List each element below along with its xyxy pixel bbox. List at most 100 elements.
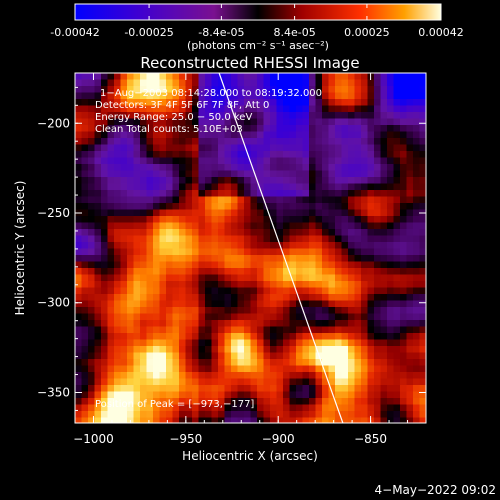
heatmap-pixel (172, 372, 180, 380)
heatmap-pixel (302, 411, 310, 419)
heatmap-pixel (406, 417, 414, 423)
heatmap-pixel (380, 274, 388, 282)
heatmap-pixel (101, 372, 109, 380)
heatmap-pixel (387, 73, 395, 81)
heatmap-pixel (107, 131, 115, 139)
heatmap-pixel (367, 333, 375, 341)
heatmap-pixel (146, 131, 154, 139)
heatmap-pixel (133, 157, 141, 165)
heatmap-pixel (354, 391, 362, 399)
heatmap-pixel (88, 151, 96, 159)
heatmap-pixel (94, 235, 102, 243)
heatmap-pixel (185, 352, 193, 360)
heatmap-pixel (88, 274, 96, 282)
heatmap-pixel (133, 125, 141, 133)
heatmap-pixel (283, 92, 291, 100)
heatmap-pixel (75, 92, 83, 100)
heatmap-pixel (341, 339, 349, 347)
heatmap-pixel (309, 326, 317, 334)
heatmap-pixel (380, 144, 388, 152)
heatmap-pixel (120, 196, 128, 204)
heatmap-pixel (237, 378, 245, 386)
heatmap-pixel (283, 216, 291, 224)
heatmap-pixel (348, 92, 356, 100)
heatmap-pixel (88, 268, 96, 276)
heatmap-pixel (276, 294, 284, 302)
heatmap-pixel (348, 79, 356, 87)
heatmap-pixel (270, 229, 278, 237)
heatmap-pixel (283, 307, 291, 315)
heatmap-pixel (192, 372, 200, 380)
heatmap-pixel (179, 411, 187, 419)
heatmap-pixel (296, 417, 304, 423)
heatmap-pixel (224, 235, 232, 243)
heatmap-pixel (211, 300, 219, 308)
heatmap-pixel (283, 183, 291, 191)
heatmap-pixel (335, 151, 343, 159)
heatmap-pixel (374, 79, 382, 87)
heatmap-pixel (419, 131, 426, 139)
heatmap-pixel (211, 229, 219, 237)
heatmap-pixel (159, 105, 167, 113)
heatmap-pixel (413, 190, 421, 198)
heatmap-pixel (354, 339, 362, 347)
heatmap-pixel (231, 222, 239, 230)
heatmap-pixel (75, 287, 83, 295)
heatmap-pixel (361, 196, 369, 204)
heatmap-pixel (237, 294, 245, 302)
heatmap-pixel (133, 177, 141, 185)
heatmap-pixel (413, 73, 421, 81)
heatmap-pixel (322, 151, 330, 159)
heatmap-pixel (341, 268, 349, 276)
heatmap-pixel (185, 411, 193, 419)
heatmap-pixel (231, 229, 239, 237)
heatmap-pixel (270, 313, 278, 321)
heatmap-pixel (211, 261, 219, 269)
heatmap-pixel (419, 346, 426, 354)
heatmap-pixel (276, 235, 284, 243)
heatmap-pixel (192, 352, 200, 360)
heatmap-pixel (296, 300, 304, 308)
heatmap-pixel (335, 118, 343, 126)
heatmap-pixel (101, 92, 109, 100)
heatmap-pixel (192, 118, 200, 126)
heatmap-pixel (270, 190, 278, 198)
heatmap-pixel (133, 164, 141, 172)
heatmap-pixel (341, 352, 349, 360)
heatmap-pixel (244, 209, 252, 217)
colorbar-tick-label: -0.00042 (50, 26, 99, 39)
heatmap-pixel (94, 125, 102, 133)
heatmap-pixel (354, 404, 362, 412)
heatmap-pixel (406, 92, 414, 100)
heatmap-pixel (237, 326, 245, 334)
heatmap-pixel (81, 255, 89, 263)
heatmap-pixel (400, 118, 408, 126)
heatmap-pixel (101, 417, 109, 423)
heatmap-pixel (81, 300, 89, 308)
heatmap-pixel (393, 196, 401, 204)
heatmap-pixel (114, 73, 122, 81)
heatmap-pixel (328, 294, 336, 302)
heatmap-pixel (224, 183, 232, 191)
heatmap-pixel (159, 385, 167, 393)
heatmap-pixel (263, 359, 271, 367)
heatmap-pixel (107, 73, 115, 81)
heatmap-pixel (400, 248, 408, 256)
heatmap-pixel (224, 320, 232, 328)
heatmap-pixel (296, 177, 304, 185)
heatmap-pixel (107, 378, 115, 386)
heatmap-pixel (146, 294, 154, 302)
heatmap-pixel (244, 281, 252, 289)
heatmap-pixel (120, 151, 128, 159)
heatmap-pixel (283, 229, 291, 237)
heatmap-pixel (328, 190, 336, 198)
heatmap-pixel (146, 242, 154, 250)
heatmap-pixel (276, 144, 284, 152)
heatmap-pixel (315, 411, 323, 419)
heatmap-pixel (94, 79, 102, 87)
heatmap-pixel (328, 229, 336, 237)
heatmap-pixel (146, 203, 154, 211)
heatmap-pixel (374, 404, 382, 412)
heatmap-pixel (140, 294, 148, 302)
heatmap-pixel (107, 144, 115, 152)
